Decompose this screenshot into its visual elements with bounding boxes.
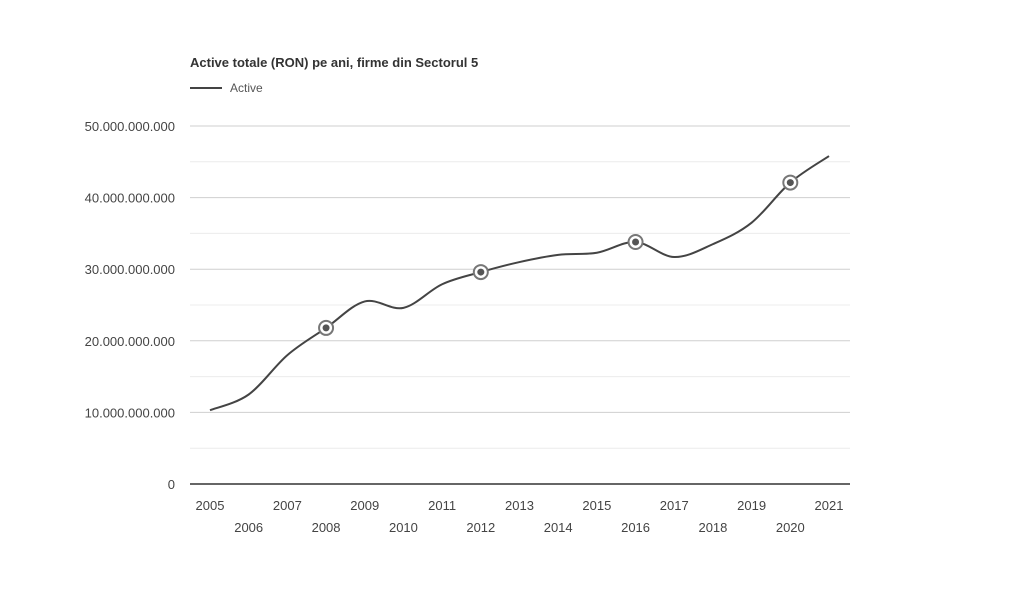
legend-label-active: Active [230, 81, 263, 95]
x-axis-tick-labels: 2005 2006 2007 2008 2009 2010 2011 2012 2013 2014… [196, 498, 844, 535]
data-point-marker-core [632, 238, 640, 246]
x-tick-label: 2012 [466, 520, 495, 535]
x-tick-label: 2020 [776, 520, 805, 535]
chart-title: Active totale (RON) pe ani, firme din Se… [190, 55, 478, 70]
y-tick-label: 40.000.000.000 [85, 191, 175, 206]
x-tick-label: 2005 [196, 498, 225, 513]
x-tick-label: 2013 [505, 498, 534, 513]
highlighted-points [318, 174, 799, 336]
data-point-marker-core [477, 268, 485, 276]
x-tick-label: 2010 [389, 520, 418, 535]
x-tick-label: 2009 [350, 498, 379, 513]
x-tick-label: 2019 [737, 498, 766, 513]
series-line-active [209, 155, 830, 412]
data-point-marker-core [322, 324, 330, 332]
y-tick-label: 50.000.000.000 [85, 119, 175, 134]
y-tick-label: 30.000.000.000 [85, 262, 175, 277]
x-tick-label: 2008 [312, 520, 341, 535]
y-tick-label: 10.000.000.000 [85, 405, 175, 420]
y-tick-label: 0 [168, 477, 175, 492]
x-tick-label: 2016 [621, 520, 650, 535]
x-tick-label: 2018 [698, 520, 727, 535]
y-tick-label: 20.000.000.000 [85, 334, 175, 349]
x-tick-label: 2021 [815, 498, 844, 513]
x-tick-label: 2015 [582, 498, 611, 513]
x-tick-label: 2017 [660, 498, 689, 513]
y-axis-tick-labels: 0 10.000.000.000 20.000.000.000 30.000.000.… [85, 119, 175, 492]
gridlines [190, 125, 850, 449]
x-tick-label: 2014 [544, 520, 573, 535]
x-tick-label: 2007 [273, 498, 302, 513]
x-tick-label: 2006 [234, 520, 263, 535]
x-tick-label: 2011 [428, 498, 456, 513]
data-point-marker-core [786, 179, 794, 187]
